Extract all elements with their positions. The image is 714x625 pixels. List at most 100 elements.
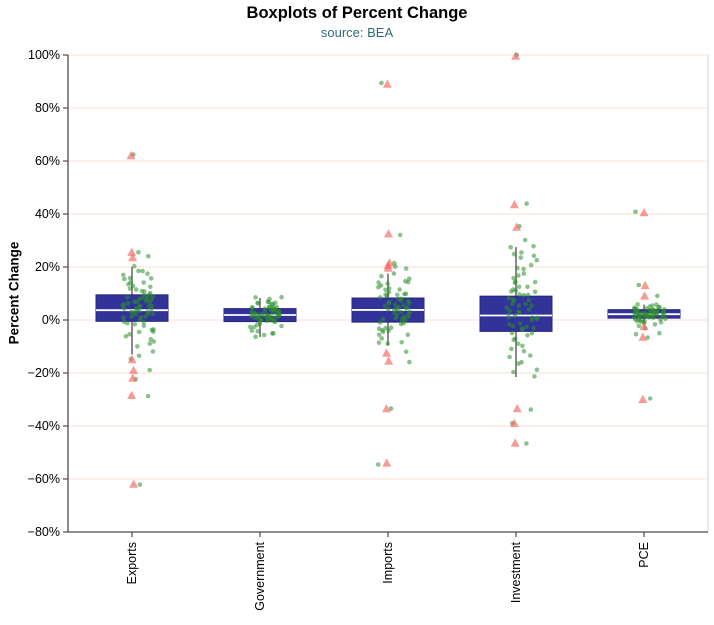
- jitter-point: [534, 257, 540, 263]
- jitter-point: [141, 280, 146, 285]
- outlier-triangle: [384, 356, 394, 365]
- jitter-point: [534, 316, 540, 322]
- jitter-point: [379, 80, 384, 86]
- jitter-point: [516, 284, 522, 290]
- jitter-point: [137, 482, 143, 487]
- jitter-point: [663, 316, 668, 322]
- x-category-label-exports: Exports: [125, 542, 139, 584]
- jitter-point: [250, 305, 255, 311]
- chart-subtitle: source: BEA: [320, 25, 394, 40]
- jitter-point: [252, 315, 258, 321]
- jitter-point: [522, 237, 528, 243]
- jitter-point: [524, 441, 529, 446]
- jitter-point: [140, 295, 146, 301]
- jitter-point: [516, 303, 522, 309]
- jitter-point: [125, 301, 131, 306]
- jitter-point: [125, 295, 130, 300]
- outlier-triangle: [128, 252, 138, 262]
- jitter-point: [279, 323, 284, 329]
- outlier-triangle: [382, 348, 391, 357]
- outlier-triangle: [510, 438, 520, 447]
- y-tick-label: 40%: [35, 207, 60, 221]
- y-tick-label: 20%: [35, 260, 60, 274]
- jitter-point: [519, 250, 524, 255]
- jitter-point: [146, 253, 151, 259]
- jitter-point: [151, 339, 157, 344]
- jitter-point: [145, 271, 150, 277]
- jitter-point: [270, 310, 276, 316]
- outlier-triangle: [127, 354, 137, 364]
- jitter-point: [395, 292, 400, 298]
- jitter-point: [647, 396, 653, 401]
- jitter-point: [511, 337, 517, 343]
- jitter-point: [136, 268, 141, 274]
- jitter-point: [386, 286, 392, 291]
- jitter-point: [398, 321, 404, 327]
- jitter-point: [532, 279, 538, 285]
- jitter-point: [132, 322, 138, 327]
- jitter-point: [141, 319, 146, 325]
- jitter-point: [253, 295, 258, 300]
- jitter-point: [142, 289, 147, 294]
- jitter-point: [380, 317, 386, 322]
- jitter-point: [248, 324, 253, 330]
- y-tick-label: 80%: [35, 101, 60, 115]
- jitter-point: [407, 359, 412, 365]
- jitter-point: [397, 287, 402, 292]
- jitter-point: [525, 284, 530, 290]
- jitter-point: [506, 314, 511, 320]
- jitter-point: [633, 331, 639, 337]
- jitter-point: [132, 263, 137, 269]
- jitter-point: [508, 245, 513, 250]
- jitter-point: [136, 308, 142, 313]
- jitter-point: [529, 303, 534, 309]
- outlier-triangle: [509, 418, 519, 427]
- jitter-point: [273, 319, 278, 325]
- jitter-point: [378, 295, 383, 300]
- jitter-point: [504, 305, 510, 311]
- jitter-point: [513, 288, 519, 293]
- jitter-point: [129, 314, 135, 319]
- jitter-point: [146, 311, 151, 316]
- jitter-point: [403, 266, 409, 271]
- jitter-point: [150, 349, 156, 354]
- jitter-point: [531, 253, 537, 259]
- jitter-point: [509, 330, 515, 336]
- jitter-point: [524, 324, 529, 330]
- jitter-point: [258, 317, 264, 323]
- jitter-point: [135, 299, 140, 304]
- jitter-point: [148, 284, 153, 290]
- jitter-point: [506, 296, 512, 301]
- jitter-point: [515, 265, 520, 271]
- outlier-triangle: [511, 51, 521, 60]
- jitter-point: [517, 292, 522, 297]
- jitter-point: [521, 271, 527, 276]
- jitter-point: [122, 306, 127, 312]
- jitter-point: [137, 304, 143, 310]
- jitter-point: [386, 290, 392, 295]
- jitter-point: [644, 306, 649, 311]
- jitter-point: [136, 329, 142, 335]
- jitter-point: [279, 294, 284, 300]
- outlier-triangle: [129, 365, 139, 374]
- jitter-point: [148, 276, 154, 281]
- jitter-point: [512, 313, 518, 319]
- jitter-point: [147, 367, 152, 373]
- y-tick-label: 60%: [35, 154, 60, 168]
- jitter-point: [508, 289, 514, 294]
- jitter-point: [265, 299, 271, 305]
- jitter-point: [532, 374, 537, 379]
- jitter-point: [534, 367, 540, 373]
- jitter-point: [122, 276, 127, 282]
- jitter-point: [507, 354, 512, 360]
- jitter-point: [531, 244, 536, 249]
- outlier-triangle: [382, 458, 392, 467]
- jitter-point: [511, 251, 517, 257]
- jitter-point: [123, 334, 129, 339]
- jitter-point: [516, 361, 521, 366]
- jitter-point: [383, 292, 388, 298]
- jitter-point: [399, 340, 405, 345]
- y-tick-label: −80%: [28, 525, 60, 539]
- jitter-point: [252, 324, 257, 330]
